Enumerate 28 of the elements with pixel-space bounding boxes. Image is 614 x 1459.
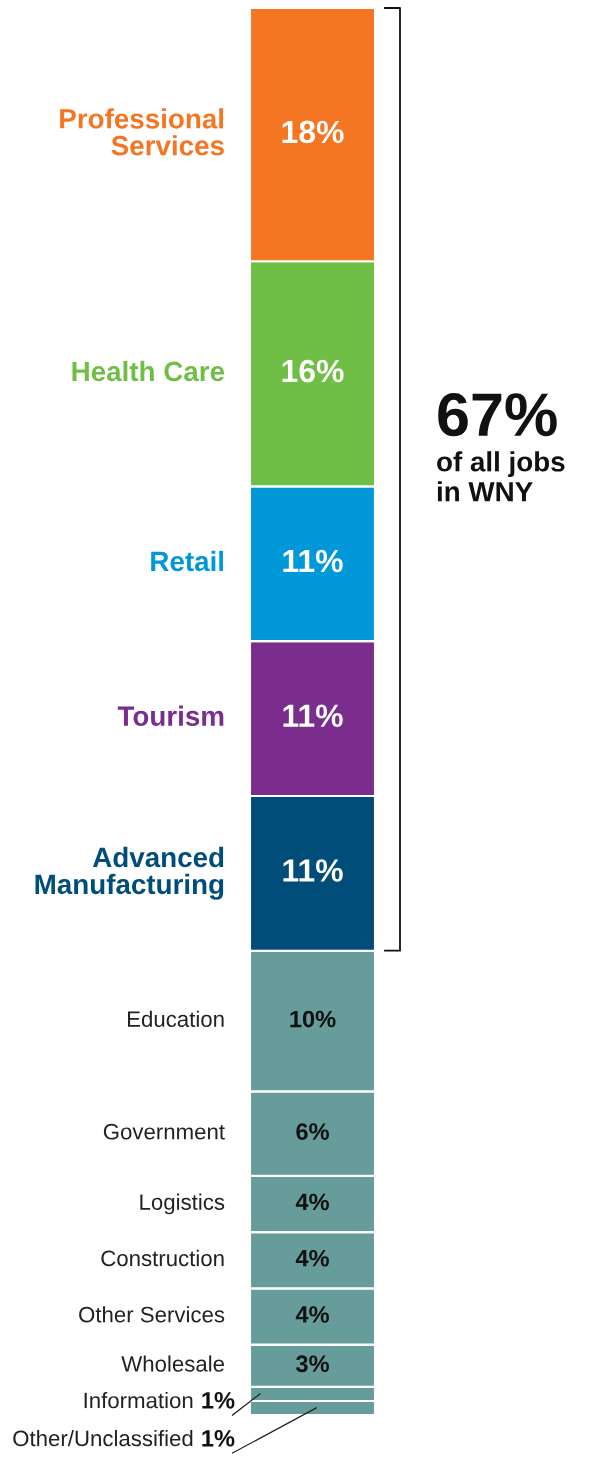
data-label: 4%: [295, 1249, 329, 1267]
series-label: Wholesale: [121, 1355, 225, 1372]
series-label: Tourism: [117, 705, 224, 726]
series-label: Education: [127, 1010, 224, 1028]
text: of all jobs in WNY: [437, 451, 565, 502]
data-label: 3%: [295, 1355, 329, 1373]
series-label: Construction: [101, 1249, 224, 1267]
series-label: Government: [103, 1123, 225, 1140]
text: Other/Unclassified: [13, 1429, 193, 1447]
data-label: 11%: [283, 704, 343, 728]
data-label: 18%: [282, 120, 344, 144]
series-label: Logistics: [140, 1193, 225, 1215]
data-label: 6%: [296, 1123, 329, 1140]
series-label: Other Services: [79, 1306, 225, 1323]
series-label: Advanced Manufacturing: [35, 846, 224, 900]
data-label: 11%: [283, 859, 343, 882]
data-label: 10%: [290, 1010, 336, 1028]
data-label: 16%: [282, 359, 344, 383]
data-label: 1%: [202, 1430, 235, 1447]
data-label: 4%: [295, 1306, 329, 1323]
series-label: Health Care: [72, 360, 225, 382]
data-label: 1%: [202, 1392, 235, 1409]
text: Information: [84, 1391, 193, 1409]
text: 67%: [438, 393, 557, 437]
data-label: 4%: [295, 1193, 329, 1211]
series-label: Professional Services: [60, 108, 224, 156]
series-label: Retail: [151, 550, 224, 572]
data-label: 11%: [283, 549, 343, 573]
